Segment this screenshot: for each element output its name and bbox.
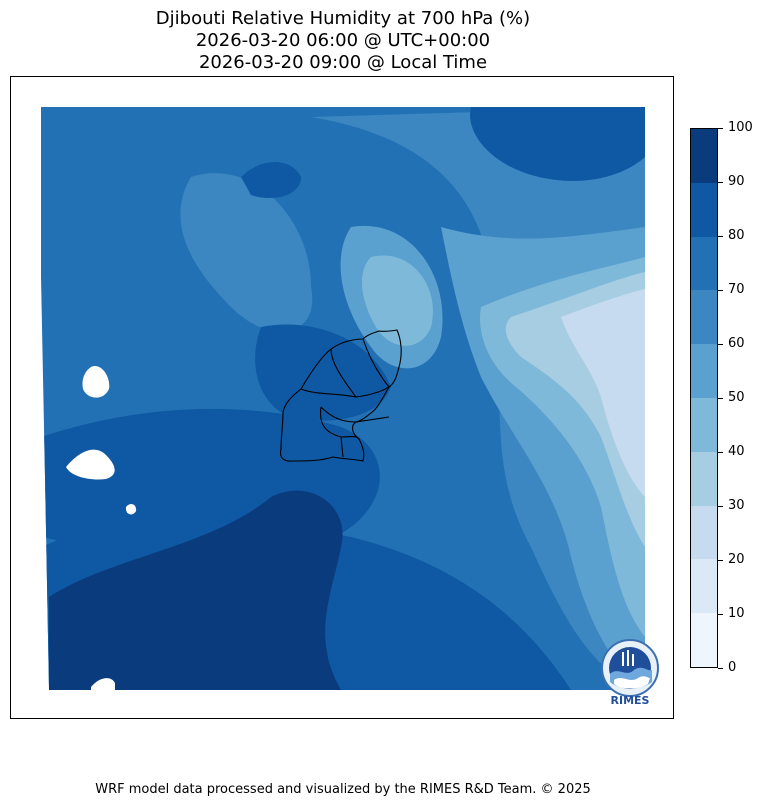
map-title: Djibouti Relative Humidity at 700 hPa (%… — [155, 8, 531, 29]
colorbar-segment — [691, 129, 717, 183]
colorbar-tick: 70 — [718, 283, 745, 297]
missing-data-patch — [125, 504, 137, 515]
region-border — [320, 406, 357, 423]
contour-40-central — [361, 255, 433, 346]
contour-60-north — [180, 173, 313, 332]
colorbar-tick: 20 — [718, 553, 745, 567]
humidity-contours — [41, 107, 645, 690]
missing-data-patch — [66, 449, 115, 480]
colorbar-tick: 80 — [718, 229, 745, 243]
colorbar-tick: 60 — [718, 337, 745, 351]
region-border — [340, 436, 344, 458]
djibouti-outline — [279, 329, 402, 462]
contour-80-north-blob — [241, 162, 301, 198]
colorbar-segment — [691, 505, 717, 560]
colorbar-segment — [691, 182, 717, 237]
local-timestamp: 2026-03-20 09:00 @ Local Time — [198, 52, 488, 73]
colorbar-tick: 40 — [718, 445, 745, 459]
colorbar-segment — [691, 344, 717, 399]
colorbar-segment — [691, 236, 717, 291]
missing-data-patch — [82, 366, 110, 398]
contour-90-southwest — [49, 490, 343, 690]
colorbar-segment — [691, 398, 717, 452]
colorbar-segment — [691, 290, 717, 345]
colorbar-tick: 90 — [718, 175, 745, 189]
colorbar-tick: 30 — [718, 499, 745, 513]
colorbar-segment — [691, 451, 717, 506]
region-border — [330, 348, 357, 398]
footer-credit: WRF model data processed and visualized … — [95, 782, 591, 797]
missing-data-patch — [91, 678, 115, 690]
colorbar-segment — [691, 559, 717, 614]
contour-20-east — [561, 289, 645, 497]
humidity-map — [41, 107, 645, 690]
region-border — [355, 416, 390, 423]
svg-text:RIMES: RIMES — [611, 694, 650, 707]
colorbar-tick: 0 — [718, 661, 736, 675]
contour-80-northeast — [470, 107, 645, 181]
rimes-logo: RIMES — [601, 639, 659, 707]
utc-timestamp: 2026-03-20 06:00 @ UTC+00:00 — [195, 30, 491, 51]
map-frame — [10, 76, 674, 719]
colorbar-segment — [691, 613, 717, 667]
colorbar-tick: 100 — [718, 121, 753, 135]
colorbar-tick: 50 — [718, 391, 745, 405]
region-border — [362, 338, 390, 388]
colorbar-tick: 10 — [718, 607, 745, 621]
colorbar — [690, 128, 718, 668]
country-boundary — [279, 329, 402, 462]
